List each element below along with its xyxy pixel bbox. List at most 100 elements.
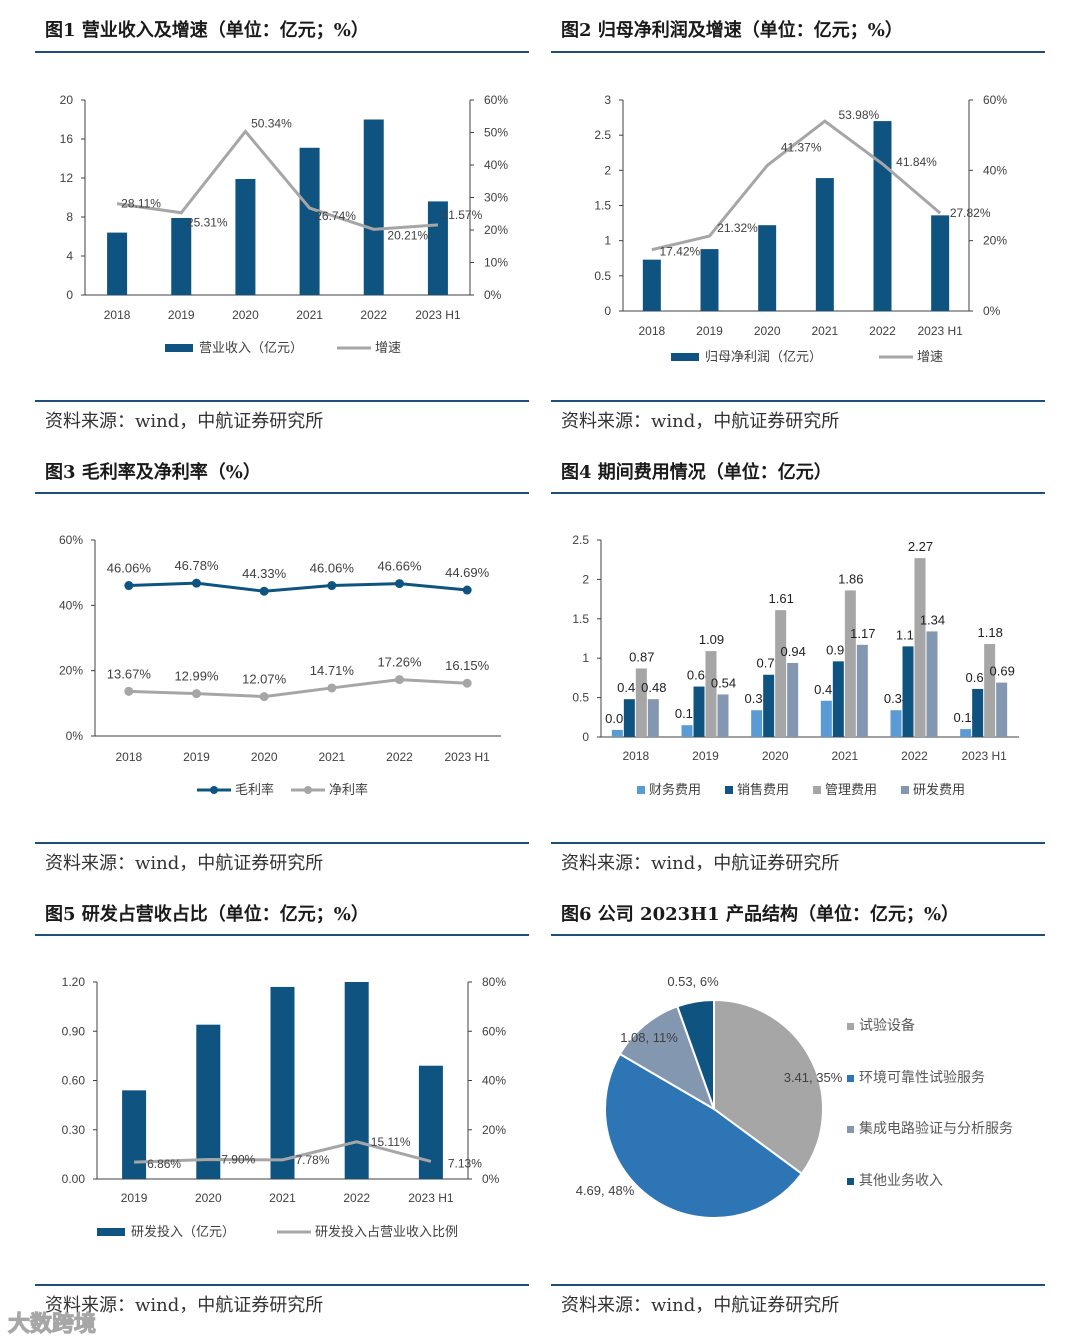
y-tick-label: 0% (66, 729, 84, 743)
x-tick-label: 2023 H1 (444, 750, 490, 764)
legend-swatch (97, 1228, 125, 1236)
admin-expense-bar (984, 644, 996, 737)
profit-bar (815, 178, 834, 311)
admin-expense-bar (775, 610, 787, 737)
gross-margin-data-label: 46.06% (310, 561, 355, 576)
net-margin-data-label: 12.99% (174, 669, 219, 684)
y2-tick-label: 60% (484, 93, 508, 107)
finance-expense-bar (890, 710, 902, 737)
y-tick-label: 40% (59, 598, 83, 612)
pie-slice-ic-service (618, 1005, 716, 1112)
gross-margin-marker (395, 579, 404, 589)
rd-expense-data-label: 0.48 (641, 680, 666, 695)
panel-fig1: 图1 营业收入及增速（单位：亿元；%） 资料来源：wind，中航证券研究所 (35, 0, 529, 440)
gross-margin-data-label: 46.06% (107, 561, 152, 576)
rd-expense-data-label: 0.69 (990, 664, 1015, 679)
y2-tick-label: 40% (482, 1074, 506, 1088)
y2-tick-label: 60% (482, 1024, 506, 1038)
chart-title: 图3 毛利率及净利率（%） (45, 462, 261, 483)
admin-expense-bar (635, 668, 647, 737)
growth-line (116, 129, 439, 231)
profit-bar (758, 225, 777, 311)
legend-label: 环境可靠性试验服务 (859, 1069, 985, 1085)
y-tick-label: 1 (604, 234, 611, 248)
y-tick-label: 4 (66, 249, 73, 263)
gross-margin-marker (462, 585, 472, 595)
x-tick-label: 2023 H1 (415, 308, 461, 322)
gross-margin-marker (259, 586, 269, 596)
x-tick-label: 2022 (343, 1191, 370, 1205)
net-margin-data-label: 17.26% (377, 655, 422, 670)
x-tick-label: 2020 (232, 308, 259, 322)
rd-bar (344, 982, 369, 1179)
sales-expense-bar (972, 688, 984, 737)
y-tick-label: 20 (60, 93, 74, 107)
x-tick-label: 2021 (831, 749, 858, 763)
growth-data-label: 26.74% (315, 209, 356, 223)
x-tick-label: 2018 (115, 750, 142, 764)
legend-marker (210, 786, 218, 794)
title-rule (35, 492, 529, 494)
y-tick-label: 0.5 (572, 691, 589, 705)
admin-expense-data-label: 1.86 (838, 571, 863, 586)
chart-title: 图2 归母净利润及增速（单位：亿元；%） (561, 20, 903, 41)
legend-swatch (847, 1075, 854, 1082)
y-tick-label: 1.5 (594, 199, 611, 213)
growth-data-label: 28.11% (121, 197, 161, 211)
pie-data-label: 3.41, 35% (784, 1070, 843, 1085)
y-tick-label: 0.5 (594, 269, 611, 283)
profit-bar (642, 259, 661, 311)
gross-margin-data-label: 44.33% (242, 566, 287, 581)
fig1-chart: 0 4 8 12 16 20 0% 10% 20% 30% 40% 50% 60% 28.11% 25.31… (60, 93, 509, 355)
y-tick-label: 1 (582, 651, 589, 665)
gross-margin-marker (124, 581, 134, 591)
y-tick-label: 60% (59, 533, 83, 547)
x-tick-label: 2019 (692, 749, 719, 763)
net-margin-line (128, 678, 468, 699)
y-tick-label: 2 (604, 163, 611, 177)
legend-swatch (847, 1023, 854, 1030)
finance-expense-bar (681, 725, 693, 737)
revenue-bar (107, 232, 128, 295)
x-tick-label: 2023 H1 (961, 749, 1007, 763)
revenue-bar (171, 217, 192, 295)
pie-slice-other (676, 998, 715, 1110)
gross-margin-data-label: 44.69% (445, 565, 490, 580)
legend-swatch (901, 786, 909, 794)
net-margin-marker (327, 683, 337, 693)
panel-fig6: 图6 公司 2023H1 产品结构（单位：亿元；%） 资料来源：wind，中航证… (551, 884, 1045, 1324)
source-rule (551, 400, 1045, 402)
revenue-bar (363, 119, 384, 295)
fig6-chart: 3.41, 35% 4.69, 48% 1.08, 11% 0.53, 6% 试验设备环… (576, 974, 1013, 1220)
rd-ratio-data-label: 15.11% (371, 1135, 411, 1149)
source-rule (35, 1284, 529, 1286)
rd-expense-bar (856, 644, 868, 737)
y2-tick-label: 50% (484, 126, 508, 140)
x-tick-label: 2018 (622, 749, 649, 763)
growth-data-label: 20.21% (387, 228, 428, 242)
legend-label: 试验设备 (859, 1017, 915, 1033)
growth-line (651, 119, 942, 252)
y2-tick-label: 40% (983, 163, 1007, 177)
x-tick-label: 2020 (251, 750, 278, 764)
gross-margin-marker (327, 581, 337, 591)
source-text: 资料来源：wind，中航证券研究所 (45, 853, 324, 874)
y-tick-label: 0.90 (62, 1024, 86, 1038)
y-tick-label: 0.30 (62, 1123, 86, 1137)
legend-swatch (847, 1178, 854, 1185)
rd-expense-data-label: 0.54 (711, 675, 736, 690)
source-text: 资料来源：wind，中航证券研究所 (561, 411, 840, 432)
y-tick-label: 0.60 (62, 1074, 86, 1088)
net-margin-marker (192, 689, 201, 699)
y2-tick-label: 20% (484, 223, 508, 237)
y-tick-label: 1.20 (62, 975, 86, 989)
admin-expense-data-label: 1.18 (978, 625, 1003, 640)
legend-label: 增速 (917, 349, 943, 364)
sales-expense-bar (623, 699, 635, 737)
x-tick-label: 2019 (696, 324, 723, 338)
y2-tick-label: 0% (983, 304, 1001, 318)
legend-label: 财务费用 (649, 782, 701, 797)
finance-expense-bar (820, 700, 832, 737)
finance-expense-bar (611, 729, 623, 737)
x-tick-label: 2022 (386, 750, 413, 764)
